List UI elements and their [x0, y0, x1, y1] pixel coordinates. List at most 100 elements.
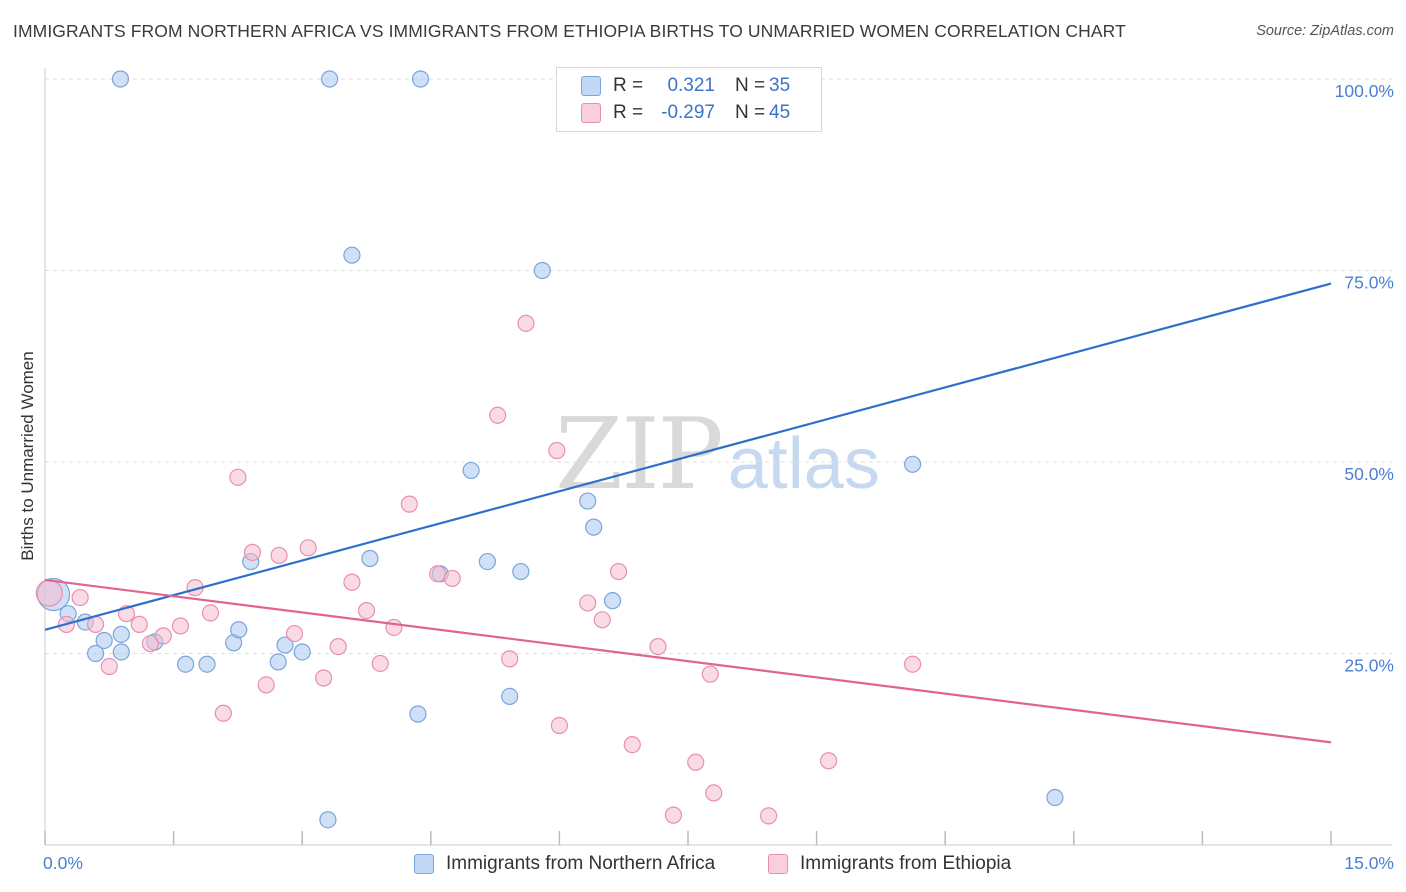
point-ethiopia — [229, 468, 247, 486]
point-ethiopia — [429, 565, 447, 583]
point-ethiopia — [270, 546, 288, 565]
point-ethiopia — [214, 704, 232, 722]
point-northern-africa — [177, 655, 195, 673]
point-ethiopia — [315, 669, 333, 687]
point-ethiopia — [329, 638, 347, 656]
y-tick-label: 50.0% — [1344, 464, 1394, 484]
point-northern-africa — [904, 455, 922, 473]
point-northern-africa — [478, 552, 496, 571]
point-ethiopia — [141, 634, 160, 653]
point-northern-africa — [95, 631, 113, 650]
point-ethiopia — [243, 543, 262, 561]
point-ethiopia — [385, 618, 403, 637]
point-northern-africa — [409, 705, 427, 723]
point-ethiopia — [371, 654, 389, 673]
chart-title: IMMIGRANTS FROM NORTHERN AFRICA VS IMMIG… — [13, 21, 1126, 41]
point-northern-africa — [603, 592, 622, 610]
point-northern-africa — [112, 625, 130, 643]
point-ethiopia — [71, 588, 89, 607]
point-northern-africa — [198, 655, 216, 673]
point-northern-africa — [230, 621, 248, 639]
legend-swatch-blue — [581, 76, 601, 96]
point-ethiopia — [904, 655, 922, 673]
axes — [44, 68, 1392, 846]
point-northern-africa — [411, 70, 430, 88]
point-northern-africa — [585, 518, 603, 536]
point-ethiopia — [130, 615, 148, 633]
point-ethiopia — [579, 594, 597, 612]
legend-swatch-pink — [768, 854, 788, 874]
point-ethiopia — [609, 562, 628, 581]
point-northern-africa — [343, 246, 361, 264]
legend-swatch-blue — [414, 854, 434, 874]
point-ethiopia — [35, 579, 63, 607]
point-northern-africa — [86, 644, 105, 663]
point-ethiopia — [664, 806, 683, 824]
point-northern-africa — [293, 643, 311, 661]
point-northern-africa — [112, 643, 130, 661]
point-ethiopia — [701, 665, 719, 683]
legend-label-northern-africa: Immigrants from Northern Africa — [446, 853, 716, 874]
x-tick-label: 15.0% — [1344, 853, 1394, 873]
legend-n-label: N = — [735, 102, 766, 123]
point-ethiopia — [820, 752, 838, 770]
point-ethiopia — [299, 539, 317, 557]
correlation-legend: R = 0.321 N = 35 R = -0.297 N = 45 — [556, 67, 822, 132]
point-ethiopia — [343, 573, 361, 591]
data-points — [35, 70, 1064, 829]
point-ethiopia — [257, 676, 275, 694]
point-ethiopia — [171, 617, 190, 635]
point-ethiopia — [489, 406, 507, 424]
point-ethiopia — [501, 650, 519, 668]
legend-row-northern-africa: R = 0.321 N = 35 — [581, 74, 790, 98]
point-ethiopia — [548, 441, 566, 460]
trend-line-northern-africa — [44, 282, 1332, 631]
point-ethiopia — [285, 624, 304, 643]
point-ethiopia — [201, 604, 220, 622]
point-northern-africa — [269, 653, 287, 671]
point-northern-africa — [501, 687, 519, 705]
point-northern-africa — [512, 562, 530, 581]
point-ethiopia — [687, 753, 705, 771]
point-northern-africa — [321, 70, 339, 88]
trend-lines — [44, 282, 1332, 744]
point-ethiopia — [357, 602, 376, 620]
trend-line-ethiopia — [44, 578, 1332, 744]
legend-label-ethiopia: Immigrants from Ethiopia — [800, 853, 1012, 874]
y-tick-label: 100.0% — [1335, 81, 1394, 101]
legend-swatch-pink — [581, 103, 601, 123]
legend-item-ethiopia: Immigrants from Ethiopia — [768, 852, 1011, 876]
source-label: Source: ZipAtlas.com — [1256, 23, 1394, 39]
legend-r-label: R = — [613, 75, 644, 96]
y-tick-label: 25.0% — [1344, 656, 1394, 676]
point-ethiopia — [517, 314, 535, 332]
point-ethiopia — [154, 627, 172, 645]
point-ethiopia — [593, 611, 611, 629]
point-northern-africa — [361, 549, 379, 568]
point-ethiopia — [623, 736, 641, 754]
point-ethiopia — [705, 784, 723, 802]
legend-r-label: R = — [613, 102, 644, 123]
legend-r-value: -0.297 — [661, 102, 715, 123]
point-northern-africa — [276, 636, 294, 654]
point-ethiopia — [443, 569, 461, 588]
legend-n-label: N = — [735, 75, 766, 96]
point-northern-africa — [1046, 788, 1064, 807]
point-ethiopia — [550, 716, 569, 735]
point-ethiopia — [759, 807, 778, 825]
legend-n-value: 35 — [769, 75, 791, 96]
point-ethiopia — [649, 638, 667, 656]
legend-n-value: 45 — [769, 102, 791, 123]
point-ethiopia — [86, 615, 105, 633]
legend-r-value: 0.321 — [667, 75, 715, 96]
point-northern-africa — [533, 261, 551, 280]
point-northern-africa — [319, 811, 337, 829]
tick-labels: 25.0% 50.0% 75.0% 100.0% 0.0% 15.0% — [43, 81, 1394, 873]
x-tick-label: 0.0% — [43, 853, 83, 873]
point-northern-africa — [462, 461, 480, 480]
point-ethiopia — [400, 495, 418, 513]
point-northern-africa — [111, 70, 130, 88]
legend-row-ethiopia: R = -0.297 N = 45 — [581, 101, 790, 125]
y-axis-label: Births to Unmarried Women — [18, 351, 37, 560]
